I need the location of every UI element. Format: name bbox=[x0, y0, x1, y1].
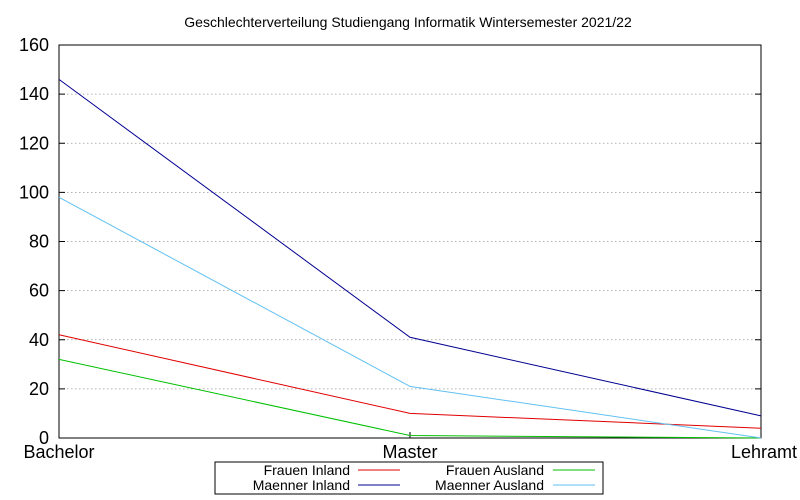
grid-layer bbox=[59, 93, 761, 390]
x-tick-label: Lehramt bbox=[731, 442, 797, 462]
y-tick-label: 120 bbox=[19, 133, 49, 153]
y-tick-label: 100 bbox=[19, 182, 49, 202]
y-tick-label: 140 bbox=[19, 84, 49, 104]
series-line-3 bbox=[58, 196, 762, 439]
legend-label: Maenner Ausland bbox=[435, 477, 544, 493]
legend-label: Frauen Inland bbox=[264, 462, 350, 478]
y-tick-label: 60 bbox=[29, 281, 49, 301]
y-tick-label: 80 bbox=[29, 232, 49, 252]
y-tick-label: 160 bbox=[19, 35, 49, 55]
chart-title: Geschlechterverteilung Studiengang Infor… bbox=[184, 14, 632, 30]
y-tick-label: 0 bbox=[39, 428, 49, 448]
y-tick-label: 20 bbox=[29, 379, 49, 399]
x-tick-label: Master bbox=[382, 442, 437, 462]
legend-box bbox=[214, 461, 604, 495]
legend-label: Maenner Inland bbox=[253, 477, 350, 493]
x-tick-label: Bachelor bbox=[23, 442, 94, 462]
y-tick-label: 40 bbox=[29, 330, 49, 350]
series-layer bbox=[58, 78, 762, 439]
series-line-2 bbox=[58, 358, 762, 439]
series-line-0 bbox=[58, 334, 762, 429]
y-axis: 0 20 40 60 80 100 120 140 160 bbox=[19, 35, 761, 448]
legend-label: Frauen Ausland bbox=[446, 462, 544, 478]
x-axis: Bachelor Master Lehramt bbox=[23, 432, 797, 462]
series-line-1 bbox=[58, 78, 762, 417]
